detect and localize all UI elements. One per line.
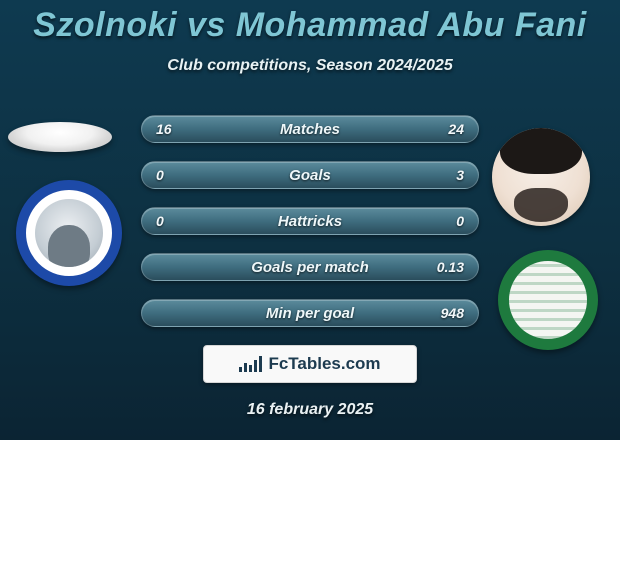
stat-right-value: 0.13 (437, 259, 464, 275)
stat-row-matches: 16 Matches 24 (141, 115, 479, 143)
brand-text: FcTables.com (268, 354, 380, 374)
bar-chart-icon (239, 356, 262, 372)
brand-badge[interactable]: FcTables.com (203, 345, 417, 383)
subtitle: Club competitions, Season 2024/2025 (0, 57, 620, 75)
stat-row-goals: 0 Goals 3 (141, 161, 479, 189)
stats-block: 16 Matches 24 0 Goals 3 0 Hattricks 0 Go… (0, 115, 620, 327)
stat-right-value: 0 (456, 213, 464, 229)
stat-label: Goals (142, 167, 478, 184)
page-title: Szolnoki vs Mohammad Abu Fani (0, 0, 620, 45)
stat-label: Hattricks (142, 213, 478, 230)
stat-left-value: 16 (156, 121, 172, 137)
stat-row-hattricks: 0 Hattricks 0 (141, 207, 479, 235)
stat-label: Matches (142, 121, 478, 138)
stat-right-value: 948 (441, 305, 464, 321)
stat-row-gpm: Goals per match 0.13 (141, 253, 479, 281)
stat-left-value: 0 (156, 167, 164, 183)
stat-right-value: 3 (456, 167, 464, 183)
stat-row-minpergoal: Min per goal 948 (141, 299, 479, 327)
comparison-banner: Szolnoki vs Mohammad Abu Fani Club compe… (0, 0, 620, 440)
stat-right-value: 24 (448, 121, 464, 137)
stat-label: Goals per match (142, 259, 478, 276)
stat-label: Min per goal (142, 305, 478, 322)
stat-left-value: 0 (156, 213, 164, 229)
footer-date: 16 february 2025 (0, 401, 620, 419)
